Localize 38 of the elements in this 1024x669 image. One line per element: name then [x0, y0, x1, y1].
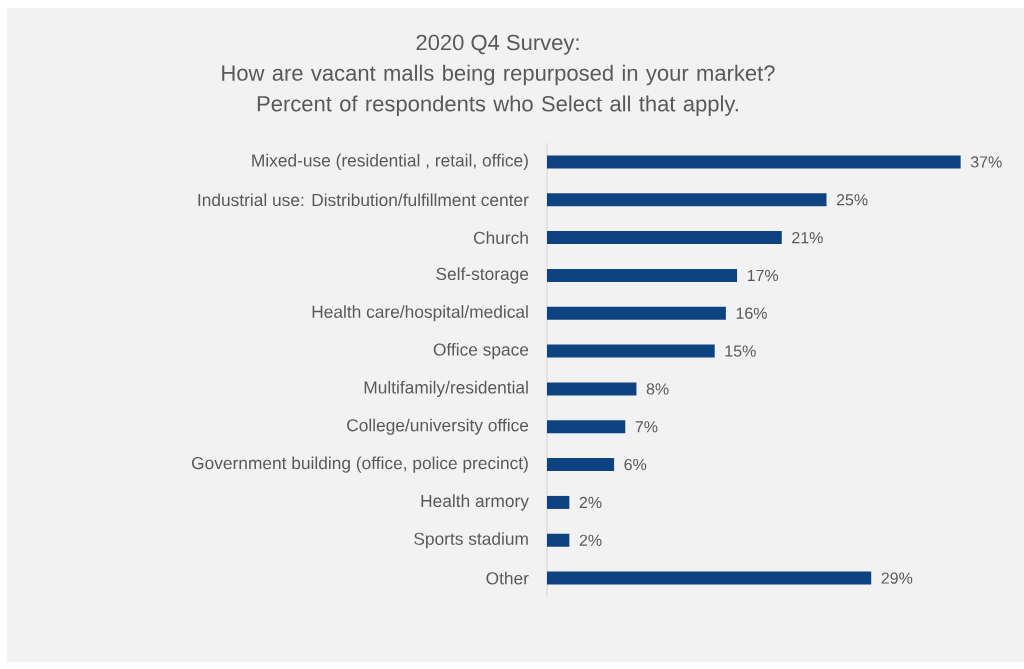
bar — [547, 344, 715, 358]
bar — [547, 231, 782, 245]
bar — [547, 495, 570, 509]
data-label: 21% — [792, 231, 823, 244]
data-label: 2% — [579, 534, 602, 546]
bar — [547, 458, 615, 472]
data-label: 17% — [747, 269, 779, 282]
y-tick-label: Multifamily/residential — [364, 380, 528, 397]
data-label: 8% — [646, 383, 669, 395]
data-label: 37% — [970, 156, 1002, 168]
y-tick-label: Mixed-use (residential , retail, office) — [252, 153, 528, 170]
data-label: 7% — [635, 421, 658, 433]
y-tick-label: College/university office — [347, 418, 529, 435]
bar — [547, 420, 626, 434]
bar — [547, 382, 637, 396]
data-label: 2% — [579, 496, 602, 509]
y-tick-label: Office space — [433, 343, 529, 360]
y-tick-label: Sports stadium — [414, 532, 528, 549]
chart-subtitle: How are vacant malls being repurposed in your market? Percent of respondents who Select all that apply. — [222, 64, 775, 116]
y-tick-label: Church — [473, 231, 528, 244]
y-tick-label: Other — [486, 571, 529, 585]
y-tick-label: Health care/hospital/medical — [312, 305, 528, 322]
y-tick-label: Health armory — [421, 494, 529, 511]
bar — [547, 155, 961, 169]
bar — [547, 306, 726, 320]
data-label: 6% — [624, 458, 647, 471]
data-label: 16% — [736, 307, 767, 319]
data-label: 15% — [725, 345, 756, 357]
bar — [547, 193, 827, 207]
data-label: 29% — [881, 572, 913, 584]
bar — [547, 533, 570, 547]
chart-title: 2020 Q4 Survey: — [416, 34, 579, 55]
y-tick-label: Government building (office, police precinct) — [191, 456, 528, 473]
y-tick-label: Industrial use: Distribution/fulfillment center — [198, 193, 529, 207]
y-tick-label: Self-storage — [436, 267, 529, 284]
data-label: 25% — [836, 194, 868, 206]
bar — [547, 571, 872, 585]
bar — [547, 268, 738, 282]
